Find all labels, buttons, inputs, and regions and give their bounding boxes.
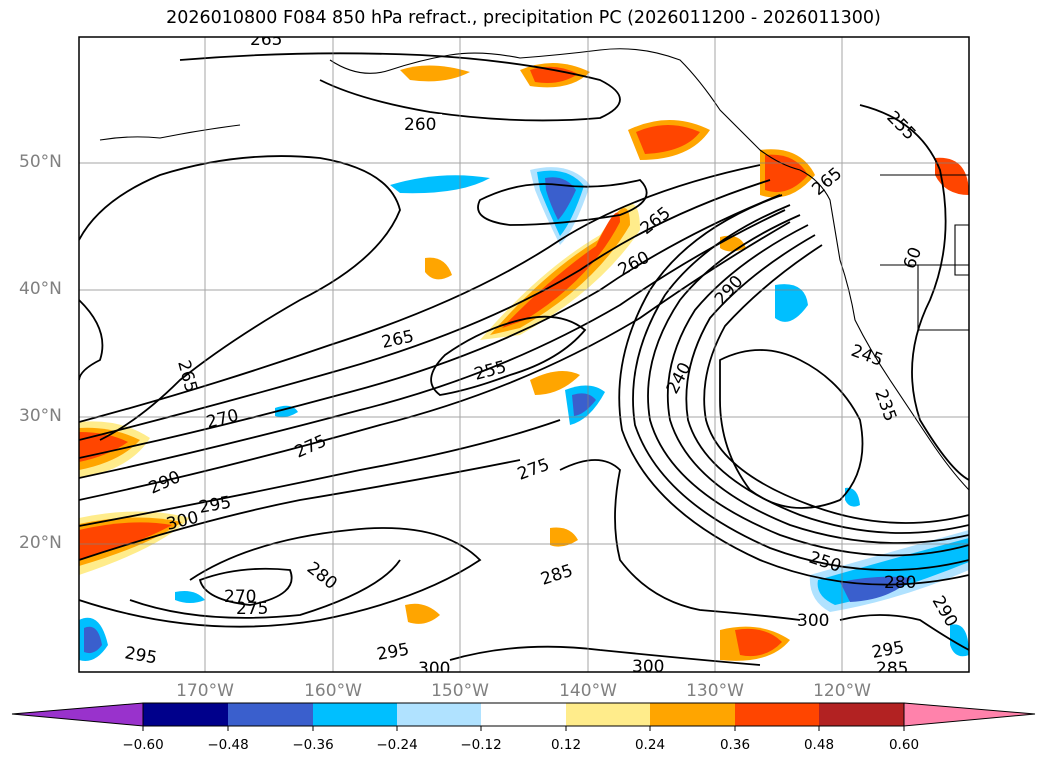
colorbar-tick: 0.24: [634, 737, 666, 753]
colorbar-segment: [313, 703, 397, 726]
colorbar-tick: −0.12: [460, 737, 502, 753]
colorbar-tick: 0.12: [550, 737, 582, 753]
colorbar-tick: 0.48: [803, 737, 835, 753]
lat-label-20n: 20°N: [19, 533, 62, 553]
lon-label-160w: 160°W: [304, 681, 362, 701]
lon-label-150w: 150°W: [431, 681, 489, 701]
lat-label-30n: 30°N: [19, 406, 62, 426]
colorbar-tick: −0.24: [376, 737, 418, 753]
contour-label: 300: [797, 611, 829, 631]
contour-label: 280: [884, 573, 916, 593]
colorbar-extend-low: [11, 702, 144, 727]
colorbar-tick: −0.48: [207, 737, 249, 753]
lon-label-120w: 120°W: [813, 681, 871, 701]
colorbar-segment: [143, 703, 228, 726]
colorbar-segment: [819, 703, 904, 726]
lon-label-130w: 130°W: [686, 681, 744, 701]
colorbar: [11, 702, 1036, 731]
colorbar-extend-high: [903, 702, 1036, 727]
colorbar-tick: −0.36: [292, 737, 334, 753]
colorbar-segment: [566, 703, 650, 726]
contour-label: 270: [224, 587, 256, 607]
map-plot-area: 265 260 255 265 260 265 265 255 270 275 …: [79, 30, 969, 679]
contour-label: 300: [632, 657, 664, 677]
colorbar-tick: 0.36: [719, 737, 751, 753]
contour-label: 300: [418, 659, 450, 679]
lon-label-140w: 140°W: [559, 681, 617, 701]
lat-label-50n: 50°N: [19, 152, 62, 172]
map-frame: [78, 36, 970, 673]
colorbar-tick: 0.60: [888, 737, 920, 753]
colorbar-tick: −0.60: [122, 737, 164, 753]
map-title: 2026010800 F084 850 hPa refract., precip…: [166, 8, 881, 28]
contour-label: 265: [250, 30, 282, 50]
contour-label: 275: [236, 599, 268, 619]
lon-label-170w: 170°W: [176, 681, 234, 701]
refractivity-contours: [79, 52, 969, 666]
contour-label: 260: [404, 115, 436, 135]
colorbar-segment: [481, 703, 566, 726]
contour-label: 285: [876, 659, 908, 679]
colorbar-segment: [228, 703, 313, 726]
coastlines: [99, 48, 969, 491]
graticule: [79, 37, 969, 672]
colorbar-segment: [397, 703, 481, 726]
colorbar-segment: [735, 703, 819, 726]
lat-label-40n: 40°N: [19, 279, 62, 299]
colorbar-segment: [650, 703, 735, 726]
